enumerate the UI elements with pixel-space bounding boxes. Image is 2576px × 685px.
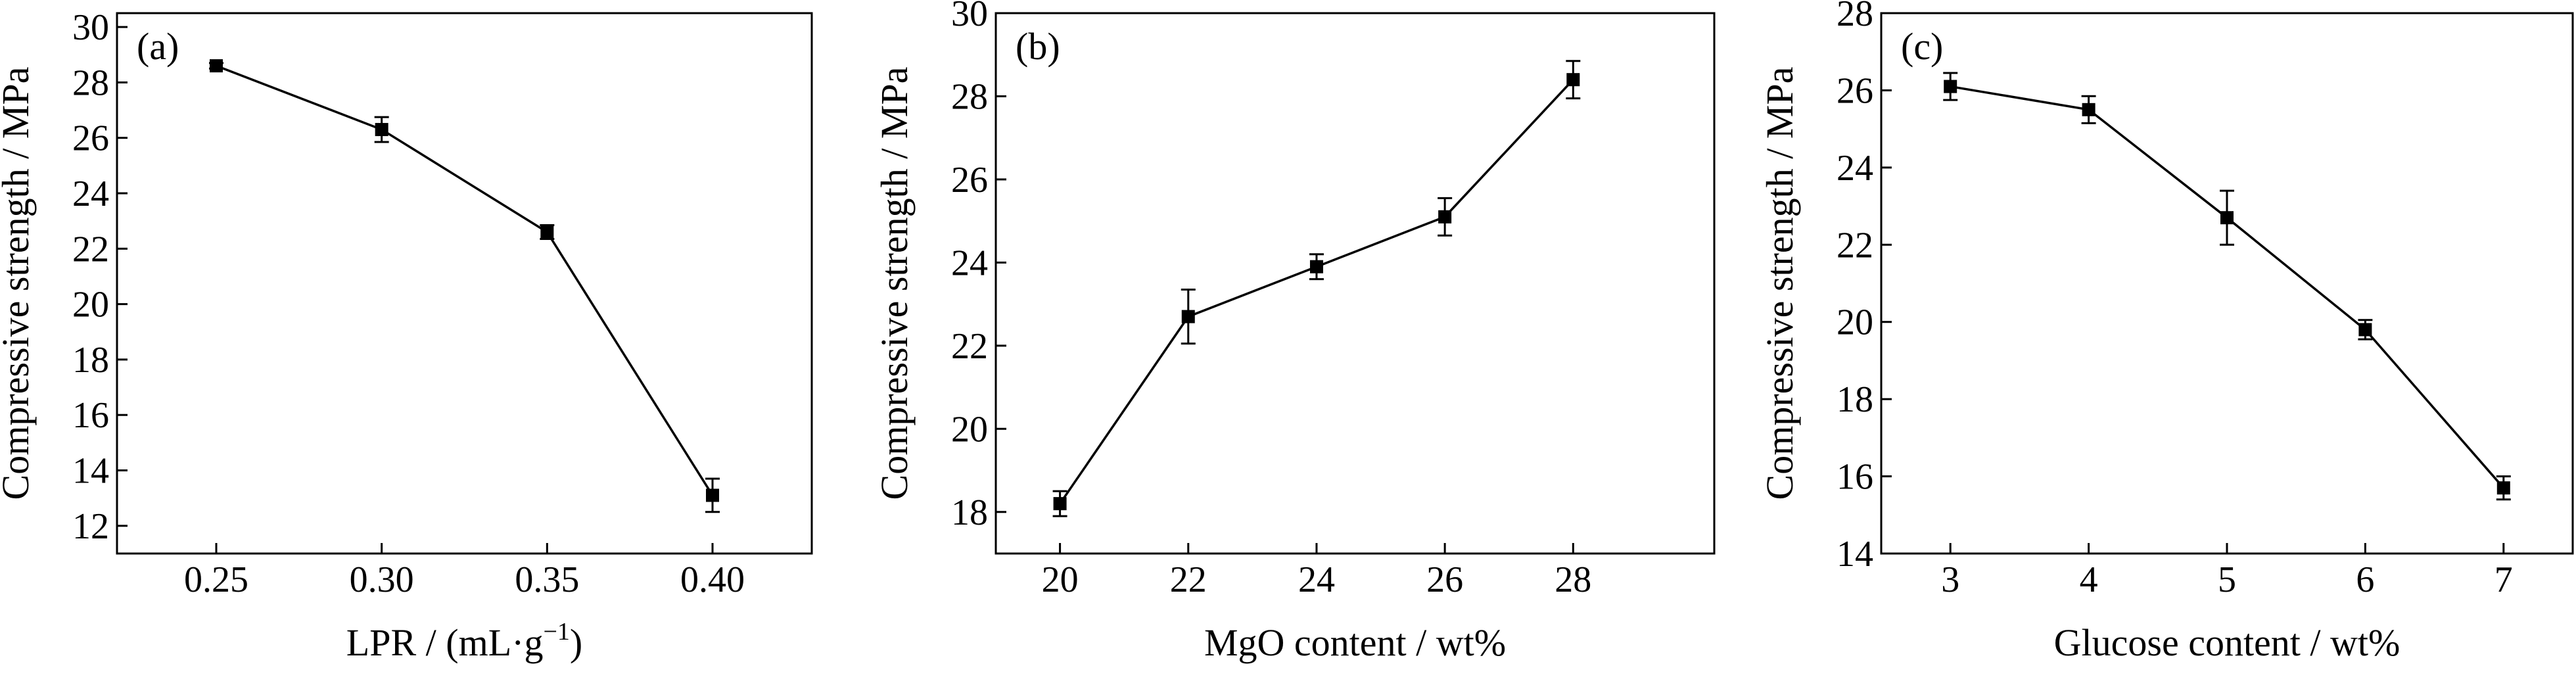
x-axis-title-tail-a: ) (570, 621, 582, 664)
data-point-c (1944, 80, 1957, 93)
y-tick-label-c: 14 (1837, 534, 1873, 575)
x-tick-label-a: 0.30 (350, 559, 414, 600)
x-axis-title-text-b: MgO content / wt% (1204, 621, 1506, 664)
y-tick-label-b: 28 (951, 76, 988, 117)
y-tick-label-c: 16 (1837, 457, 1873, 498)
data-point-a (706, 488, 719, 502)
data-point-c (2496, 481, 2510, 495)
y-tick-label-b: 22 (951, 326, 988, 367)
data-point-b (1309, 260, 1323, 273)
data-point-b (1053, 497, 1067, 511)
panel-b: 20 22 24 26 28 18 20 22 24 26 28 30 (b) Compressive s… (873, 0, 1716, 664)
panel-a: 0.25 0.30 0.35 0.40 12 14 16 18 20 22 24 26 28 30 (a) C… (0, 7, 813, 664)
y-tick-label-a: 16 (72, 395, 109, 436)
y-tick-label-a: 14 (72, 451, 109, 492)
y-tick-label-a: 22 (72, 229, 109, 270)
y-tick-label-a: 18 (72, 340, 109, 381)
x-tick-label-a: 0.35 (515, 559, 579, 600)
y-axis-title-c: Compressive strength / MPa (1758, 67, 1801, 500)
x-axis-title-a: LPR / (mL·g−1) (346, 618, 582, 664)
y-tick-label-a: 26 (72, 118, 109, 159)
data-point-a (210, 59, 223, 73)
data-point-b (1181, 310, 1195, 323)
panel-tag-c: (c) (1901, 25, 1943, 68)
series-line-c (1950, 85, 2505, 489)
y-tick-label-a: 28 (72, 62, 109, 103)
x-tick-label-b: 20 (1042, 559, 1079, 600)
data-point-c (2220, 211, 2234, 225)
series-line-b (1059, 78, 1574, 505)
y-tick-label-a: 12 (72, 506, 109, 547)
y-tick-label-c: 20 (1837, 302, 1873, 343)
y-tick-label-b: 30 (951, 0, 988, 34)
x-tick-label-c: 3 (1941, 559, 1959, 600)
data-point-c (2082, 103, 2096, 116)
x-tick-label-a: 0.40 (680, 559, 745, 600)
panel-tag-b: (b) (1016, 25, 1060, 68)
x-axis-title-b: MgO content / wt% (1204, 621, 1506, 664)
plot-frame-b (995, 12, 1716, 555)
y-tick-label-a: 20 (72, 285, 109, 325)
x-axis-title-sup-a: −1 (543, 618, 569, 646)
y-tick-label-b: 20 (951, 409, 988, 450)
x-tick-label-b: 22 (1170, 559, 1207, 600)
data-point-a (375, 123, 388, 137)
y-tick-label-a: 24 (72, 174, 109, 214)
y-tick-label-a: 30 (72, 7, 109, 48)
y-tick-label-c: 22 (1837, 225, 1873, 266)
y-tick-label-b: 26 (951, 160, 988, 201)
x-tick-label-c: 4 (2080, 559, 2098, 600)
y-axis-title-b: Compressive strength / MPa (873, 67, 916, 500)
series-line-a (216, 64, 714, 496)
plot-frame-a (116, 12, 813, 555)
panel-c: 3 4 5 6 7 14 16 18 20 22 24 26 28 (c) Compressive stre… (1758, 0, 2574, 664)
panel-tag-a: (a) (137, 25, 179, 68)
y-tick-label-c: 28 (1837, 0, 1873, 34)
x-tick-label-c: 6 (2356, 559, 2374, 600)
x-tick-label-c: 7 (2494, 559, 2513, 600)
x-axis-title-c: Glucose content / wt% (2054, 621, 2400, 664)
y-tick-label-b: 18 (951, 492, 988, 533)
y-axis-title-a: Compressive strength / MPa (0, 67, 37, 500)
data-point-c (2358, 323, 2372, 337)
data-point-b (1438, 210, 1452, 224)
x-tick-label-b: 28 (1555, 559, 1591, 600)
data-point-b (1566, 73, 1580, 87)
x-axis-title-text-a: LPR / (mL·g (346, 621, 544, 664)
y-tick-label-c: 24 (1837, 148, 1873, 189)
y-tick-label-c: 26 (1837, 70, 1873, 111)
x-axis-title-text-c: Glucose content / wt% (2054, 621, 2400, 664)
x-tick-label-b: 24 (1298, 559, 1335, 600)
data-point-a (540, 225, 554, 239)
x-tick-label-b: 26 (1426, 559, 1463, 600)
x-tick-label-a: 0.25 (184, 559, 248, 600)
y-tick-label-b: 24 (951, 243, 988, 283)
plot-frame-c (1880, 12, 2574, 555)
x-tick-label-c: 5 (2218, 559, 2236, 600)
y-tick-label-c: 18 (1837, 379, 1873, 420)
